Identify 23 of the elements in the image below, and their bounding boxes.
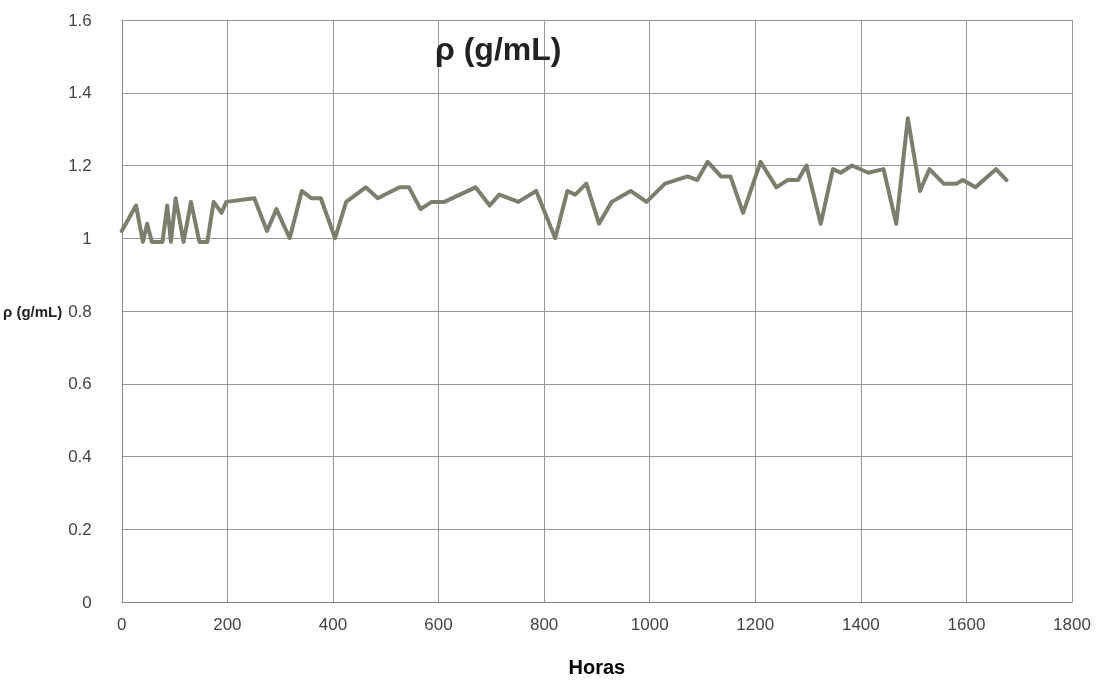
x-axis-title: Horas	[568, 656, 626, 678]
y-tick-label: 1.4	[68, 83, 92, 103]
y-tick-label: 0	[82, 592, 92, 612]
y-tick-label: 0.6	[68, 374, 92, 394]
y-tick-label: 0.2	[68, 519, 92, 539]
y-tick-label: 1.6	[68, 10, 92, 30]
x-tick-label: 200	[213, 615, 242, 634]
x-tick-label: 1200	[736, 615, 775, 634]
x-tick-label: 1600	[947, 615, 986, 634]
x-tick-label: 800	[529, 615, 559, 634]
y-tick-label: 0.8	[68, 301, 92, 321]
y-tick-label: 1.2	[68, 156, 92, 175]
y-axis-title: ρ (g/mL)	[2, 302, 63, 320]
x-tick-label: 400	[318, 615, 348, 634]
x-tick-label: 1000	[630, 615, 669, 634]
chart-title: ρ (g/mL)	[435, 31, 562, 67]
x-tick-label: 1400	[841, 615, 880, 634]
y-tick-label: 0.4	[68, 447, 92, 466]
y-tick-label: 1	[82, 228, 92, 248]
line-series	[119, 116, 1009, 244]
x-tick-label: 0	[117, 615, 127, 634]
x-tick-label: 600	[424, 615, 453, 634]
x-tick-label: 1800	[1053, 615, 1091, 634]
